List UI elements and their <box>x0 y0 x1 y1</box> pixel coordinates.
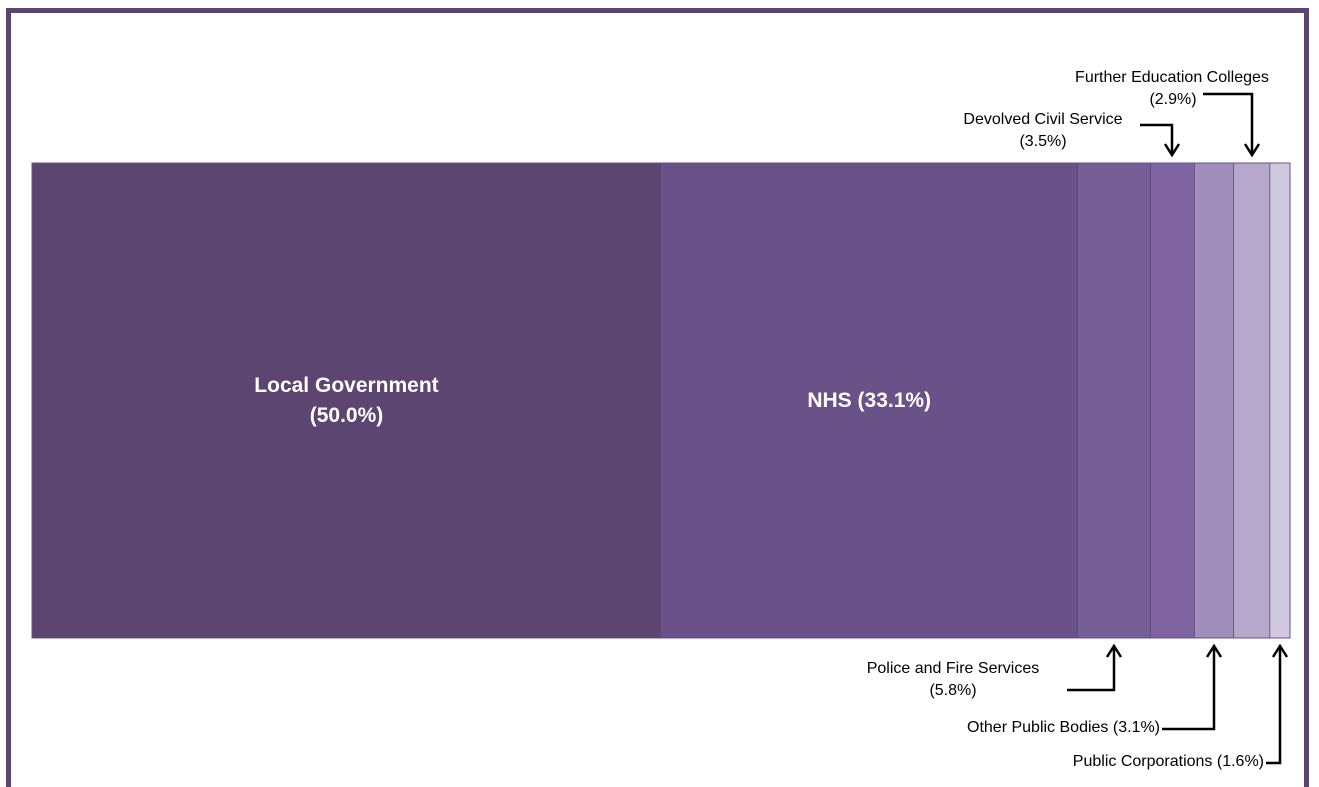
bar-segment-nhs <box>661 163 1078 638</box>
callout-arrowhead-other-public-bodies <box>1205 643 1223 658</box>
bar-segment-devolved-civil-service <box>1150 163 1195 638</box>
callout-label-devolved-civil-service-name: Devolved Civil Service <box>963 111 1122 128</box>
callout-leader-police-and-fire-services <box>1067 646 1116 692</box>
callout-arrowhead-devolved-civil-service <box>1163 143 1181 158</box>
callout-leader-further-education-colleges <box>1203 92 1254 155</box>
data-label-nhs: NHS (33.1%) <box>807 389 931 412</box>
bar-segment-police-and-fire-services <box>1077 163 1151 638</box>
bar-segment-local-government <box>32 163 661 638</box>
data-label-local-government-line-1: Local Government <box>254 374 438 397</box>
callout-leader-public-corporations <box>1266 646 1282 765</box>
callout-leader-devolved-civil-service <box>1140 123 1174 155</box>
callout-label-police-and-fire-services-name: Police and Fire Services <box>867 660 1040 677</box>
callout-arrowhead-further-education-colleges <box>1243 143 1261 158</box>
callout-label-other-public-bodies: Other Public Bodies (3.1%) <box>967 719 1160 736</box>
callout-label-further-education-colleges-name: Further Education Colleges <box>1075 69 1269 86</box>
callout-label-further-education-colleges-value: (2.9%) <box>1149 91 1196 108</box>
bar-segment-other-public-bodies <box>1194 163 1234 638</box>
callout-arrowhead-police-and-fire-services <box>1105 643 1123 658</box>
data-label-local-government-line-2: (50.0%) <box>310 404 384 427</box>
callout-label-public-corporations: Public Corporations (1.6%) <box>1073 753 1264 770</box>
bar-segment-public-corporations <box>1269 163 1290 638</box>
callout-label-devolved-civil-service-value: (3.5%) <box>1019 133 1066 150</box>
chart-frame <box>6 8 1309 787</box>
callout-arrowhead-public-corporations <box>1271 643 1289 658</box>
callout-leader-other-public-bodies <box>1162 646 1216 731</box>
bar-segment-further-education-colleges <box>1233 163 1270 638</box>
callout-label-police-and-fire-services-value: (5.8%) <box>929 682 976 699</box>
bar-outline <box>31 162 1291 639</box>
